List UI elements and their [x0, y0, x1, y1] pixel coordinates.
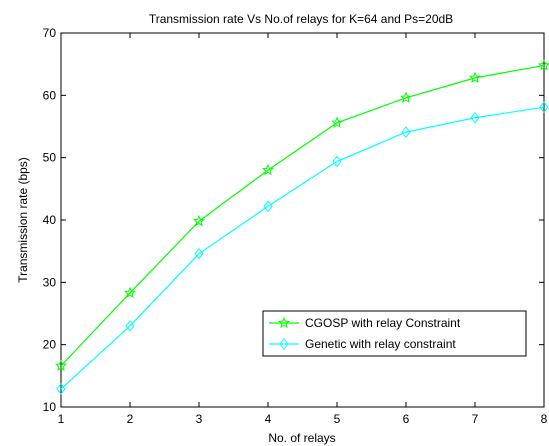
- legend: CGOSP with relay Constraint Genetic with …: [262, 310, 527, 357]
- data-point-series-1: [469, 71, 481, 83]
- x-tick-label: 5: [334, 412, 341, 426]
- data-point-series-1: [262, 163, 274, 176]
- data-point-series-1: [192, 214, 206, 227]
- y-tick-label: 70: [43, 26, 57, 40]
- y-tick-label: 60: [43, 88, 57, 102]
- data-point-series-1: [55, 359, 67, 371]
- data-point-series-2: [332, 155, 342, 168]
- data-point-series-1: [124, 286, 136, 299]
- x-tick-label: 7: [472, 412, 479, 426]
- data-point-series-1: [399, 91, 413, 103]
- y-tick-label: 30: [43, 275, 57, 289]
- data-point-series-2: [56, 383, 66, 395]
- legend-marker-2: [279, 338, 289, 350]
- chart-title: Transmission rate Vs No.of relays for K=…: [149, 12, 453, 26]
- x-tick-label: 8: [541, 412, 548, 426]
- x-tick-label: 6: [403, 412, 410, 426]
- y-tick-label: 50: [43, 151, 57, 165]
- x-tick-label: 4: [265, 412, 272, 426]
- data-point-series-2: [194, 247, 204, 260]
- legend-label-1: CGOSP with relay Constraint: [305, 316, 461, 330]
- series-layer: [55, 59, 549, 395]
- data-point-series-2: [470, 111, 480, 124]
- legend-box: [262, 310, 527, 357]
- data-point-series-2: [539, 101, 549, 113]
- y-axis-title: Transmission rate (bps): [16, 157, 30, 283]
- data-point-series-1: [331, 116, 343, 128]
- data-point-series-2: [401, 126, 411, 138]
- data-point-series-2: [263, 200, 273, 213]
- series-line-1: [60, 64, 545, 367]
- legend-marker-1: [278, 316, 290, 329]
- legend-label-2: Genetic with relay constraint: [305, 337, 456, 351]
- x-tick-label: 2: [127, 412, 134, 426]
- x-tick-label: 3: [196, 412, 203, 426]
- y-tick-label: 20: [43, 338, 57, 352]
- y-tick-label: 10: [43, 400, 57, 414]
- x-tick-label: 1: [58, 412, 65, 426]
- x-axis-title: No. of relays: [268, 431, 335, 445]
- x-axis: 1 2 3 4 5 6 7 8: [58, 33, 548, 426]
- data-point-series-1: [538, 59, 549, 71]
- data-point-series-2: [125, 320, 135, 332]
- y-axis: 10 20 30 40 50 60 70: [43, 26, 544, 414]
- series-line-2: [60, 106, 545, 390]
- y-tick-label: 40: [43, 213, 57, 227]
